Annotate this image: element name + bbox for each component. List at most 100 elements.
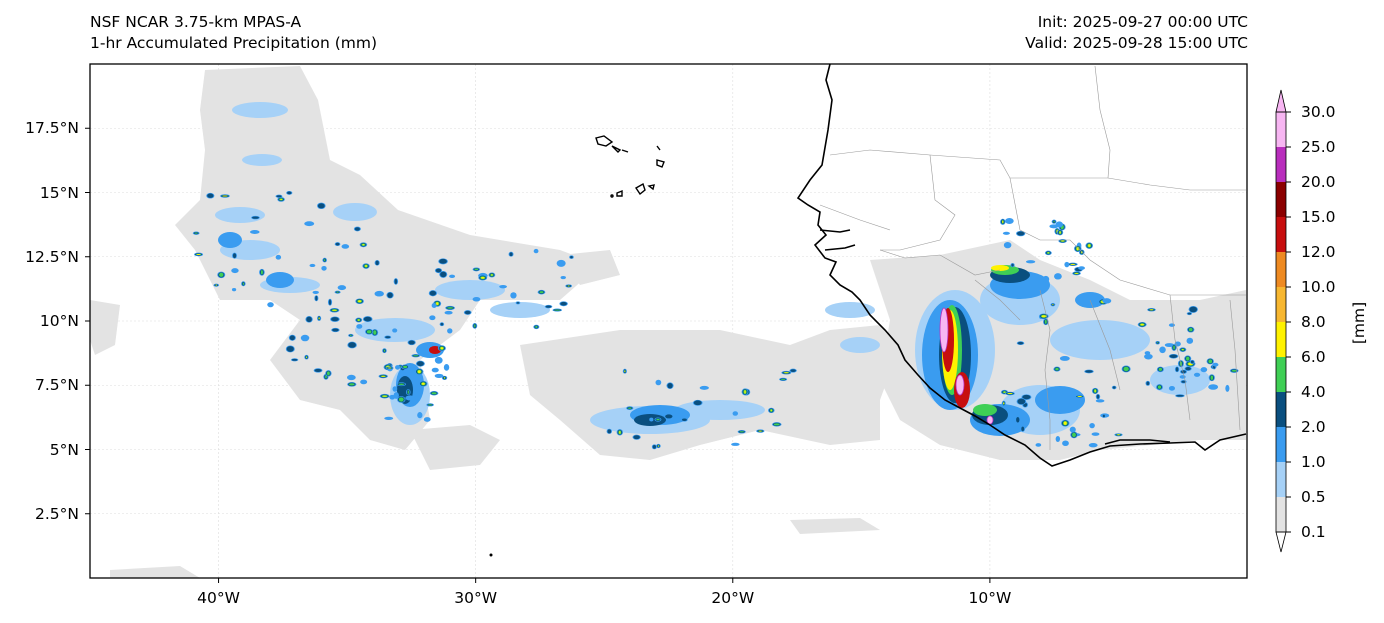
precip-cell bbox=[287, 191, 292, 195]
precip-cell bbox=[1190, 360, 1194, 364]
lon-tick-label: 10°W bbox=[968, 589, 1012, 607]
precip-cell bbox=[365, 265, 368, 268]
precip-cell bbox=[1088, 244, 1091, 248]
precip-cell bbox=[444, 310, 453, 315]
precip-cell bbox=[739, 431, 744, 433]
precip-cell bbox=[392, 328, 398, 333]
precip-cell bbox=[1035, 443, 1042, 447]
precip-cell bbox=[1053, 220, 1055, 223]
precip-cell bbox=[554, 309, 561, 311]
cape-verde-islands bbox=[595, 135, 665, 198]
lat-tick-label: 15°N bbox=[39, 183, 79, 202]
colorbar-tick-label: 15.0 bbox=[1301, 208, 1336, 226]
colorbar-tick-label: 4.0 bbox=[1301, 383, 1326, 401]
colorbar-segment bbox=[1276, 427, 1286, 462]
precip-cell bbox=[1064, 261, 1070, 268]
precip-cell bbox=[443, 363, 450, 371]
colorbar-segment bbox=[1276, 462, 1286, 497]
plot-title-left: NSF NCAR 3.75-km MPAS-A 1-hr Accumulated… bbox=[90, 12, 377, 54]
precip-cell bbox=[509, 252, 513, 257]
precip-cell bbox=[1003, 391, 1006, 393]
precip-cell bbox=[434, 373, 444, 378]
colorbar-tick-label: 1.0 bbox=[1301, 453, 1326, 471]
precip-cell bbox=[474, 324, 476, 328]
precip-cell bbox=[773, 423, 780, 426]
precip-cell bbox=[407, 390, 409, 394]
precip-cell bbox=[556, 259, 566, 267]
colorbar-tick-label: 30.0 bbox=[1301, 103, 1336, 121]
precip-cell bbox=[242, 282, 244, 286]
precip-cell bbox=[1225, 384, 1230, 392]
precip-cell bbox=[1085, 370, 1093, 373]
colorbar-tick-label: 20.0 bbox=[1301, 173, 1336, 191]
precip-cell bbox=[363, 316, 372, 322]
precip-cell bbox=[289, 335, 295, 341]
precip-cell bbox=[1091, 432, 1100, 436]
precip-cell bbox=[1072, 432, 1076, 438]
precip-cell bbox=[655, 379, 662, 386]
precip-cell bbox=[421, 382, 425, 385]
precip-cell bbox=[357, 319, 360, 321]
colorbar-tick-label: 2.0 bbox=[1301, 418, 1326, 436]
precip-cell bbox=[481, 276, 485, 279]
precip-cell bbox=[1095, 399, 1105, 403]
precip-cell bbox=[373, 330, 377, 335]
precip-cell bbox=[231, 288, 237, 292]
precip-cell bbox=[416, 361, 424, 367]
precip-cell bbox=[1185, 367, 1191, 371]
precip-cell bbox=[328, 299, 332, 306]
init-time: Init: 2025-09-27 00:00 UTC bbox=[1037, 13, 1248, 31]
precip-cell bbox=[784, 372, 789, 374]
precip-cell bbox=[337, 285, 347, 291]
precip-cell bbox=[384, 416, 394, 420]
precip-cell bbox=[474, 268, 479, 271]
colorbar-segment bbox=[1276, 357, 1286, 392]
precip-cell bbox=[399, 365, 402, 367]
coastline bbox=[796, 64, 1247, 467]
precip-cell bbox=[1210, 375, 1214, 380]
lat-tick-label: 12.5°N bbox=[25, 247, 79, 266]
precip-cell bbox=[286, 346, 294, 352]
lat-tick-label: 7.5°N bbox=[35, 376, 79, 395]
precip-cell bbox=[1005, 217, 1014, 224]
colorbar-segment bbox=[1276, 252, 1286, 287]
precip-cell bbox=[1168, 323, 1175, 327]
precip-cell bbox=[1094, 389, 1096, 393]
colorbar-segment bbox=[1276, 182, 1286, 217]
precip-cell bbox=[624, 370, 626, 372]
precip-cell bbox=[215, 284, 217, 286]
precip-cell bbox=[1186, 337, 1194, 344]
precip-cell bbox=[1074, 272, 1079, 274]
lat-tick-label: 5°N bbox=[49, 440, 79, 459]
precip-cell bbox=[657, 445, 660, 447]
precip-cell bbox=[1025, 260, 1036, 264]
precip-cell bbox=[652, 444, 657, 449]
precip-cell bbox=[560, 275, 566, 280]
precip-cell bbox=[1157, 385, 1162, 389]
precip-cell bbox=[382, 395, 387, 397]
precip-cell bbox=[491, 274, 493, 276]
precip-cell bbox=[1042, 275, 1050, 283]
lon-tick-label: 20°W bbox=[711, 589, 755, 607]
precip-cell bbox=[1149, 309, 1154, 311]
precip-cell bbox=[1078, 266, 1085, 270]
precip-cell bbox=[436, 302, 439, 305]
precip-cell bbox=[1231, 369, 1237, 372]
precip-cell bbox=[318, 317, 320, 320]
precip-cell bbox=[332, 309, 337, 311]
precip-cell bbox=[1069, 426, 1076, 433]
precip-cell bbox=[393, 392, 399, 399]
precip-cell bbox=[1003, 402, 1005, 405]
precip-cell bbox=[1003, 241, 1012, 249]
precip-cell bbox=[417, 412, 423, 419]
precip-cell bbox=[545, 305, 552, 308]
precip-cell bbox=[443, 377, 446, 379]
colorbar-tick-label: 6.0 bbox=[1301, 348, 1326, 366]
precip-cell bbox=[324, 258, 326, 262]
precip-cell bbox=[341, 244, 350, 249]
precip-cell bbox=[449, 274, 456, 279]
precip-cell bbox=[219, 272, 224, 277]
precip-cell bbox=[250, 230, 260, 234]
precip-cell bbox=[535, 325, 538, 328]
precip-cell bbox=[1022, 394, 1031, 400]
